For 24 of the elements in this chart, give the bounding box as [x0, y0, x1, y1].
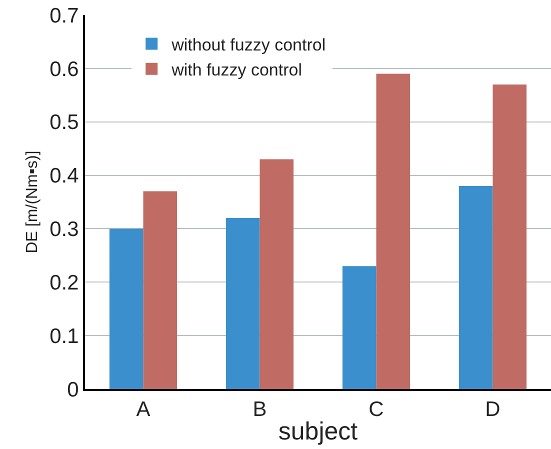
y-axis-title: DE [m/(Nm▪s)]	[24, 150, 41, 254]
x-tick-label: A	[136, 398, 150, 422]
bar	[342, 266, 376, 389]
y-tick-label: 0.2	[50, 271, 79, 294]
y-tick-label: 0.7	[50, 4, 79, 28]
y-tick-label: 0.6	[50, 58, 79, 81]
y-tick-label: 0.1	[50, 324, 79, 348]
bar	[143, 191, 178, 389]
y-tick-label: 0.4	[50, 164, 80, 188]
bar	[260, 159, 294, 389]
x-tick-label: C	[368, 398, 384, 422]
x-tick-label: D	[485, 398, 500, 422]
y-tick-label: 0.5	[50, 111, 79, 134]
x-axis-title: subject	[278, 418, 358, 446]
legend-label: with fuzzy control	[170, 60, 302, 80]
bar	[376, 74, 410, 389]
y-tick-label: 0.3	[50, 218, 79, 242]
bar	[492, 84, 527, 389]
bar	[458, 186, 493, 389]
bar	[226, 218, 260, 389]
x-tick-label: B	[252, 398, 267, 422]
legend-label: without fuzzy control	[170, 35, 326, 54]
y-tick-label: 0	[67, 378, 79, 402]
bar	[109, 228, 144, 389]
